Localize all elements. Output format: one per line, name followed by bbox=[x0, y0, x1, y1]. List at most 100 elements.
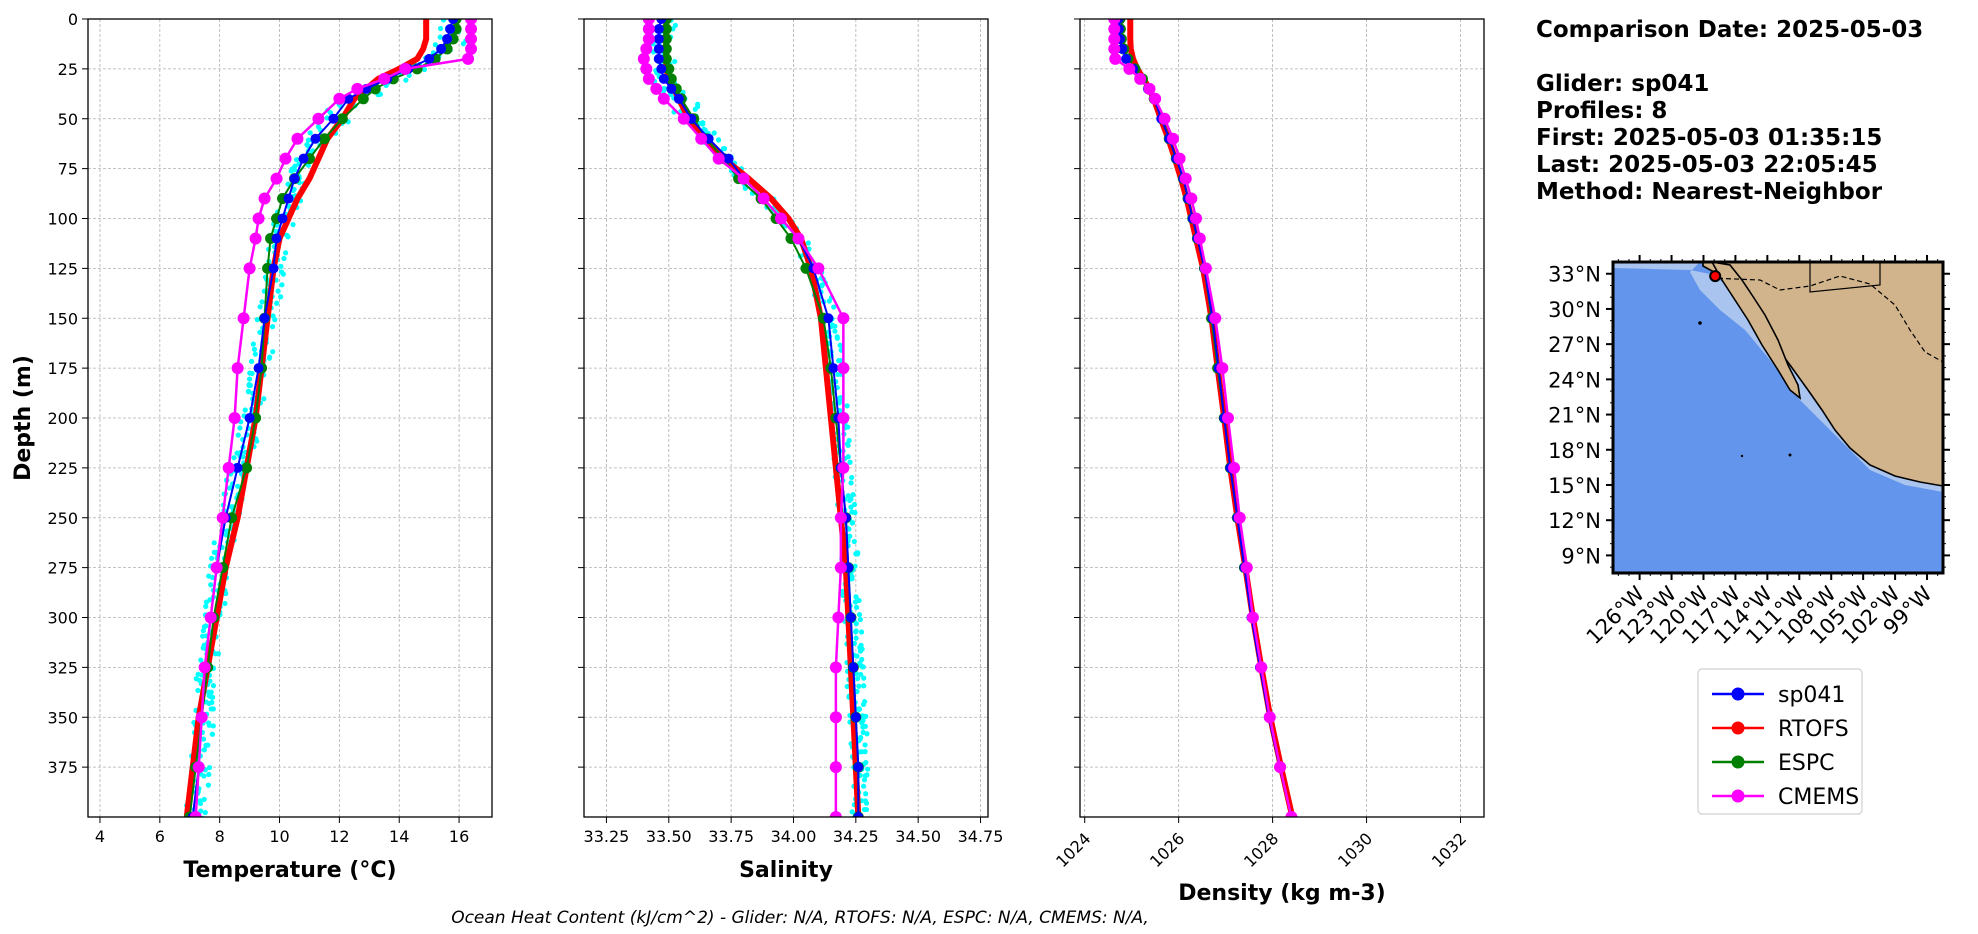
legend-label-cmems: CMEMS bbox=[1778, 785, 1859, 810]
legend-marker-cmems bbox=[1731, 789, 1745, 803]
density-plot-area bbox=[1108, 19, 1298, 817]
cmems-profile-point bbox=[279, 152, 292, 165]
raw-glider-point bbox=[861, 683, 867, 689]
map-lat-label: 24°N bbox=[1548, 368, 1601, 392]
sp041-profile-point bbox=[653, 23, 664, 34]
cmems-profile-point bbox=[1167, 132, 1180, 145]
x-tick-label: 34.25 bbox=[833, 827, 879, 846]
raw-glider-point bbox=[403, 77, 409, 83]
y-tick-label: 100 bbox=[47, 210, 78, 229]
raw-glider-point bbox=[249, 370, 255, 377]
sp041-profile-point bbox=[298, 153, 309, 164]
raw-glider-point bbox=[208, 706, 214, 712]
raw-glider-point bbox=[210, 723, 216, 729]
x-tick-label: 6 bbox=[155, 827, 165, 846]
raw-glider-point bbox=[437, 25, 444, 32]
cmems-profile-point bbox=[832, 611, 845, 624]
cmems-profile-point bbox=[1108, 22, 1121, 35]
y-tick-label: 325 bbox=[47, 658, 78, 677]
raw-glider-point bbox=[849, 474, 855, 481]
x-tick-label: 1030 bbox=[1334, 829, 1376, 871]
x-tick-label: 34.50 bbox=[895, 827, 941, 846]
raw-glider-point bbox=[460, 41, 466, 47]
espc-profile-point bbox=[665, 73, 677, 85]
espc-profile-point bbox=[660, 23, 672, 35]
sp041-profile-point bbox=[853, 812, 864, 817]
raw-glider-point bbox=[858, 671, 864, 678]
sp041-profile-point bbox=[845, 612, 856, 623]
raw-glider-point bbox=[209, 731, 216, 737]
cmems-profile-point bbox=[837, 412, 850, 424]
legend-label-sp041: sp041 bbox=[1778, 683, 1845, 708]
density-axis-label: Density (kg m-3) bbox=[1178, 881, 1386, 906]
map-island bbox=[1698, 321, 1702, 325]
y-tick-label: 125 bbox=[47, 259, 78, 278]
cmems-profile-point bbox=[640, 42, 653, 55]
map-island bbox=[1740, 454, 1744, 458]
raw-glider-point bbox=[201, 747, 208, 753]
y-tick-label: 225 bbox=[47, 459, 78, 478]
cmems-profile-line bbox=[194, 19, 473, 817]
cmems-profile-point bbox=[1123, 62, 1136, 75]
raw-glider-point bbox=[862, 742, 868, 748]
cmems-profile-point bbox=[1185, 192, 1198, 205]
cmems-profile-point bbox=[462, 52, 475, 65]
raw-glider-point bbox=[858, 629, 865, 635]
sp041-profile-point bbox=[283, 193, 294, 204]
raw-glider-point bbox=[859, 749, 865, 755]
raw-glider-point bbox=[844, 441, 851, 447]
raw-glider-point bbox=[692, 106, 698, 112]
raw-glider-point bbox=[198, 657, 204, 663]
raw-glider-point bbox=[844, 683, 850, 690]
cmems-profile-point bbox=[812, 262, 825, 275]
legend-label-espc: ESPC bbox=[1778, 751, 1835, 776]
y-tick-label: 350 bbox=[47, 708, 78, 727]
raw-glider-point bbox=[203, 603, 209, 609]
sp041-profile-point bbox=[253, 363, 264, 374]
raw-glider-point bbox=[837, 394, 844, 401]
espc-profile-point bbox=[357, 93, 369, 105]
raw-glider-point bbox=[715, 137, 722, 143]
raw-glider-point bbox=[711, 130, 717, 136]
sp041-profile-point bbox=[442, 33, 453, 44]
sp041-profile-point bbox=[658, 73, 669, 84]
raw-glider-point bbox=[859, 656, 865, 663]
raw-glider-point bbox=[847, 497, 853, 503]
raw-glider-point bbox=[203, 623, 209, 629]
raw-glider-point bbox=[861, 806, 868, 813]
raw-glider-point bbox=[200, 645, 206, 651]
raw-glider-point bbox=[851, 501, 858, 508]
x-tick-label: 33.75 bbox=[708, 827, 754, 846]
legend-marker-rtofs bbox=[1731, 721, 1745, 735]
raw-glider-point bbox=[862, 773, 868, 779]
raw-glider-point bbox=[279, 282, 285, 288]
sp041-profile-point bbox=[653, 33, 664, 44]
raw-glider-point bbox=[211, 540, 217, 546]
raw-glider-point bbox=[269, 324, 276, 330]
x-tick-label: 12 bbox=[329, 827, 349, 846]
raw-glider-point bbox=[850, 520, 856, 526]
sp041-profile-point bbox=[289, 173, 300, 184]
cmems-profile-point bbox=[222, 461, 235, 474]
cmems-profile-point bbox=[829, 661, 842, 674]
sp041-profile-point bbox=[1121, 53, 1132, 64]
raw-glider-point bbox=[832, 323, 838, 329]
cmems-profile-point bbox=[650, 82, 663, 95]
raw-glider-point bbox=[290, 221, 296, 228]
cmems-profile-point bbox=[1190, 212, 1203, 225]
x-tick-label: 10 bbox=[269, 827, 289, 846]
x-tick-label: 34.00 bbox=[771, 827, 817, 846]
cmems-profile-point bbox=[1228, 461, 1241, 474]
raw-glider-point bbox=[437, 34, 443, 40]
raw-glider-point bbox=[288, 168, 294, 174]
cmems-profile-point bbox=[695, 132, 708, 145]
raw-glider-point bbox=[198, 808, 204, 814]
y-tick-label: 150 bbox=[47, 309, 78, 328]
cmems-profile-point bbox=[637, 52, 650, 65]
espc-profile-point bbox=[660, 53, 672, 65]
cmems-profile-point bbox=[1109, 52, 1122, 65]
cmems-profile-point bbox=[757, 192, 770, 205]
raw-glider-point bbox=[863, 759, 869, 766]
raw-glider-point bbox=[203, 742, 209, 748]
cmems-profile-line bbox=[642, 19, 845, 817]
